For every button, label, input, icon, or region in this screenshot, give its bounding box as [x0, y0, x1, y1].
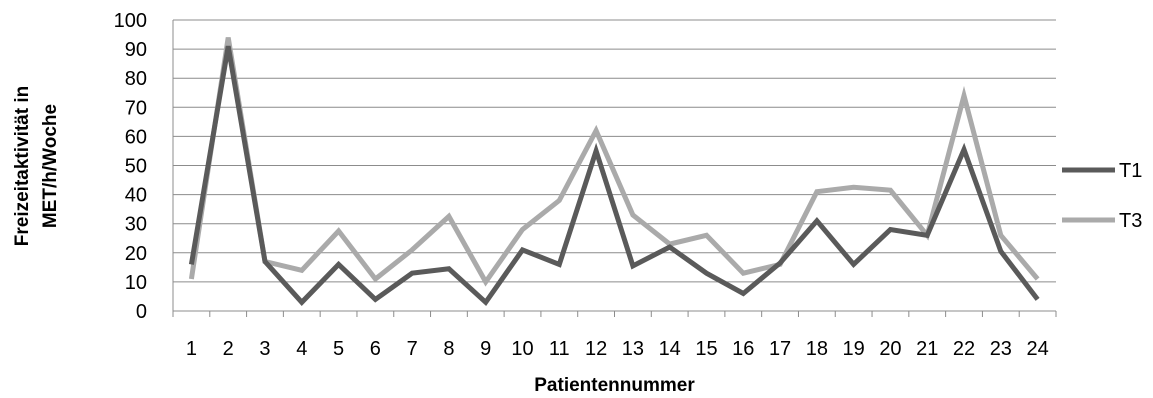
y-axis-title: Freizeitaktivität in MET/h/Woche — [12, 86, 61, 247]
x-tick-label: 12 — [585, 338, 607, 360]
y-axis-title-line: Freizeitaktivität in — [12, 86, 33, 247]
legend-label-t3: T3 — [1119, 210, 1142, 232]
legend-label-t1: T1 — [1119, 160, 1142, 182]
legend: T1 T3 — [1062, 160, 1142, 232]
y-tick-label: 80 — [125, 68, 147, 90]
y-tick-label: 50 — [125, 156, 147, 178]
x-axis-title: Patientennummer — [534, 375, 695, 396]
series-line-t3 — [191, 38, 1037, 282]
y-tick-label: 40 — [125, 185, 147, 207]
y-tick-label: 90 — [125, 39, 147, 61]
y-tick-label: 10 — [125, 272, 147, 294]
x-tick-label: 2 — [223, 338, 234, 360]
x-tick-label: 21 — [916, 338, 938, 360]
x-tick-label: 1 — [186, 338, 197, 360]
x-tick-label: 22 — [953, 338, 975, 360]
y-tick-labels: 0 10 20 30 40 50 60 70 80 90 100 — [114, 10, 147, 323]
x-tick-label: 3 — [259, 338, 270, 360]
x-tick-label: 4 — [296, 338, 307, 360]
x-tick-label: 14 — [659, 338, 681, 360]
y-tick-label: 0 — [136, 301, 147, 323]
x-tick-label: 18 — [806, 338, 828, 360]
x-tick-label: 5 — [333, 338, 344, 360]
series-lines — [191, 38, 1037, 303]
x-tick-label: 19 — [843, 338, 865, 360]
x-tick-label: 23 — [990, 338, 1012, 360]
x-tick-label: 8 — [443, 338, 454, 360]
x-tick-label: 7 — [407, 338, 418, 360]
x-tick-label: 9 — [480, 338, 491, 360]
x-tick-label: 13 — [622, 338, 644, 360]
y-tick-label: 30 — [125, 214, 147, 236]
y-tick-label: 20 — [125, 243, 147, 265]
x-tick-label: 17 — [769, 338, 791, 360]
x-tick-label: 16 — [732, 338, 754, 360]
y-tick-label: 60 — [125, 126, 147, 148]
y-tick-label: 100 — [114, 10, 147, 32]
x-tick-label: 10 — [511, 338, 533, 360]
y-axis-title-line: MET/h/Woche — [40, 104, 61, 228]
x-tick-label: 15 — [695, 338, 717, 360]
x-tick-label: 20 — [879, 338, 901, 360]
y-tick-label: 70 — [125, 97, 147, 119]
x-tick-label: 6 — [370, 338, 381, 360]
x-tick-labels: 1 2 3 4 5 6 7 8 9 10 11 12 13 14 15 16 17 18 19 20 21 22 23 24 — [186, 338, 1049, 360]
x-tick-label: 24 — [1026, 338, 1048, 360]
x-tick-label: 11 — [549, 338, 570, 360]
